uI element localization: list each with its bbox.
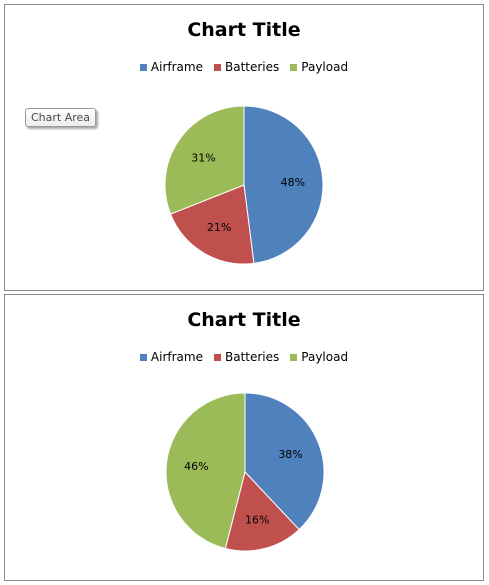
legend-label: Payload xyxy=(301,350,349,364)
legend-swatch xyxy=(290,353,298,361)
chart-area-tooltip: Chart Area xyxy=(25,108,97,127)
chart-area-1[interactable]: Chart Title Airframe Batteries Payload 4… xyxy=(4,4,484,291)
chart-area-2[interactable]: Chart Title Airframe Batteries Payload 3… xyxy=(4,294,484,581)
legend-swatch xyxy=(213,63,221,71)
legend-swatch xyxy=(213,353,221,361)
pie-plot-area[interactable]: 38% 16% 46% xyxy=(5,295,483,580)
legend-swatch xyxy=(290,63,298,71)
data-label-airframe[interactable]: 38% xyxy=(278,448,302,461)
legend-item-payload[interactable]: Payload xyxy=(290,350,348,364)
pie-slice-payload[interactable] xyxy=(164,105,245,215)
pie-slice-airframe[interactable] xyxy=(243,105,324,264)
legend[interactable]: Airframe Batteries Payload xyxy=(5,350,483,364)
legend-item-airframe[interactable]: Airframe xyxy=(139,60,203,74)
legend-label: Airframe xyxy=(150,60,203,74)
data-label-payload[interactable]: 31% xyxy=(191,151,215,164)
legend-item-batteries[interactable]: Batteries xyxy=(213,350,280,364)
legend-label: Payload xyxy=(301,60,349,74)
pie-slice-airframe[interactable] xyxy=(244,392,325,531)
legend-item-airframe[interactable]: Airframe xyxy=(139,350,203,364)
data-label-airframe[interactable]: 48% xyxy=(281,176,305,189)
legend-item-batteries[interactable]: Batteries xyxy=(213,60,280,74)
pie-slice-batteries[interactable] xyxy=(224,470,300,552)
data-label-payload[interactable]: 46% xyxy=(184,460,208,473)
legend-item-payload[interactable]: Payload xyxy=(290,60,348,74)
chart-title[interactable]: Chart Title xyxy=(187,309,301,331)
legend-swatch xyxy=(139,63,147,71)
legend-label: Airframe xyxy=(150,350,203,364)
legend-label: Batteries xyxy=(224,60,280,74)
data-label-batteries[interactable]: 21% xyxy=(207,221,231,234)
data-label-batteries[interactable]: 16% xyxy=(245,513,269,526)
chart-title[interactable]: Chart Title xyxy=(187,19,301,41)
legend-swatch xyxy=(139,353,147,361)
pie-plot-area[interactable]: 48% 21% 31% xyxy=(5,5,483,290)
legend-label: Batteries xyxy=(224,350,280,364)
pie-slice-batteries[interactable] xyxy=(169,184,255,265)
legend[interactable]: Airframe Batteries Payload xyxy=(5,60,483,74)
pie-slice-payload[interactable] xyxy=(165,392,246,550)
